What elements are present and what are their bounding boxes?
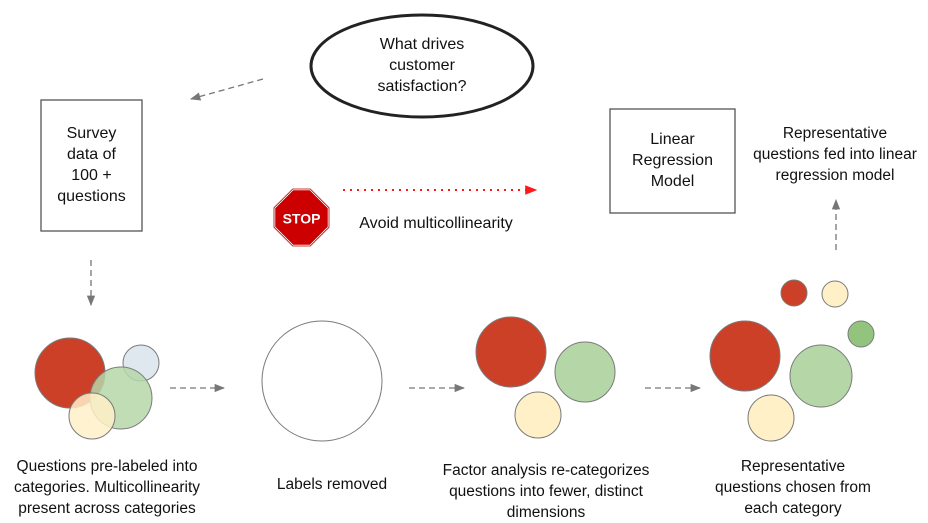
step4-circles [709,279,875,442]
model-box-text: Linear Regression Model [632,131,713,190]
fed-into-model-text: Representative questions fed into linear… [753,125,917,184]
red-circle [709,320,781,392]
green-circle [789,344,853,408]
step3-circles [475,316,616,439]
step1-caption: Questions pre-labeled into categories. M… [13,458,201,517]
question-text: What drives customer satisfaction? [377,36,467,95]
avoid-multicollinearity-text: Avoid multicollinearity [359,215,513,232]
step1-circles [34,337,160,440]
question-ellipse [309,13,535,119]
small-green-circle [847,320,875,348]
step2-caption: Labels removed [276,476,388,493]
small-red-circle [780,279,808,307]
survey-box-text: Survey data of 100 + questions [57,125,126,205]
stop-sign-icon: STOP [272,187,331,248]
green-circle [554,341,616,403]
stop-sign-text: STOP [283,211,321,227]
model-box [609,108,736,214]
cream-circle [747,394,795,442]
step4-caption: Representative questions chosen from eac… [715,458,871,517]
survey-box [40,99,143,232]
empty-circle [261,320,383,442]
cream-circle [514,391,562,439]
small-cream-circle [821,280,849,308]
red-circle [475,316,547,388]
step3-caption: Factor analysis re-categorizes questions… [442,462,650,521]
arrow-question-to-survey [189,78,264,101]
cream-circle [68,392,116,440]
